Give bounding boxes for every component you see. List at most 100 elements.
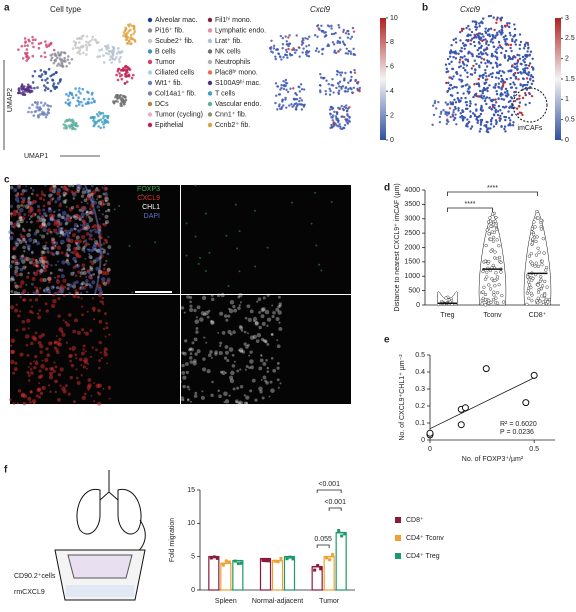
expr-point xyxy=(513,66,516,69)
y-tick-label: 15 xyxy=(187,487,195,494)
signal xyxy=(47,291,50,294)
expr-point xyxy=(329,126,332,130)
expr-point xyxy=(272,44,276,48)
expr-point xyxy=(280,107,283,110)
signal xyxy=(240,329,244,332)
umap-point xyxy=(20,45,24,48)
expr-point xyxy=(438,120,442,124)
umap-point xyxy=(43,51,47,54)
bar xyxy=(283,556,296,591)
signal xyxy=(85,211,90,216)
legend-dot xyxy=(147,38,153,44)
expr-point xyxy=(473,83,476,86)
expr-point xyxy=(285,88,288,92)
expr-point xyxy=(516,53,519,57)
signal xyxy=(82,240,85,243)
signal xyxy=(17,211,22,216)
panel-label: f xyxy=(4,465,8,476)
umap-point xyxy=(58,80,62,83)
violin-point xyxy=(536,246,540,250)
signal xyxy=(19,267,24,272)
replicate xyxy=(276,560,280,564)
signal xyxy=(19,255,22,258)
signal xyxy=(189,352,193,355)
expr-point xyxy=(497,105,501,108)
umap-point xyxy=(62,51,66,54)
umap-point xyxy=(52,48,56,52)
signal xyxy=(50,246,55,251)
signal xyxy=(314,191,317,194)
umap-point xyxy=(129,42,132,46)
signal xyxy=(187,398,190,401)
violin-point xyxy=(483,277,488,281)
signal xyxy=(74,190,78,194)
signal xyxy=(61,386,66,391)
umap-point xyxy=(124,38,128,41)
signal xyxy=(276,378,280,382)
signal xyxy=(51,239,56,244)
expr-point xyxy=(275,48,278,52)
signal xyxy=(77,270,81,274)
signal xyxy=(20,280,25,285)
expr-point xyxy=(470,73,474,76)
signal xyxy=(181,370,186,375)
signal xyxy=(19,352,24,357)
expr-point xyxy=(349,50,352,53)
signal xyxy=(42,211,47,216)
signal xyxy=(74,216,78,220)
signal xyxy=(310,222,313,225)
signal xyxy=(271,304,274,307)
fit-line xyxy=(429,377,535,430)
signal xyxy=(62,288,65,291)
signal xyxy=(85,367,88,370)
violin-point xyxy=(487,232,491,236)
expr-point xyxy=(459,39,462,42)
signal xyxy=(29,220,33,224)
signal xyxy=(266,343,270,346)
signal xyxy=(181,351,185,355)
signal xyxy=(30,371,34,375)
signal xyxy=(71,191,75,195)
umap-point xyxy=(118,60,121,64)
expr-point xyxy=(505,105,508,108)
replicate xyxy=(328,558,332,562)
signal xyxy=(92,272,96,276)
signal xyxy=(224,371,227,374)
signal xyxy=(30,341,34,346)
expr-point xyxy=(495,89,498,93)
umap-point xyxy=(18,91,22,95)
umap-point xyxy=(38,113,42,116)
legend-dot xyxy=(207,17,213,23)
expr-point xyxy=(520,72,523,75)
umap-point xyxy=(33,69,37,73)
umap-point xyxy=(47,44,51,48)
expr-point xyxy=(523,44,527,48)
signal xyxy=(40,190,44,193)
signal xyxy=(188,388,191,391)
signal xyxy=(62,319,65,322)
signal xyxy=(80,268,84,271)
signal xyxy=(61,268,64,271)
umap-point xyxy=(122,68,126,72)
expr-point xyxy=(278,103,281,106)
signal xyxy=(49,366,54,371)
umap-point xyxy=(28,39,31,43)
umap-point xyxy=(85,46,89,49)
expr-point xyxy=(330,83,333,87)
signal xyxy=(262,296,266,300)
expr-point xyxy=(499,94,502,97)
signal xyxy=(27,209,33,214)
signal xyxy=(108,397,111,400)
umap-point xyxy=(64,101,68,104)
umap-point xyxy=(106,44,110,47)
colorbar-tick-label: 2 xyxy=(390,112,394,119)
expr-point xyxy=(284,78,288,82)
signal xyxy=(221,331,226,335)
signal xyxy=(59,284,64,289)
signal xyxy=(90,184,94,188)
umap-point xyxy=(57,62,60,66)
umap-point xyxy=(81,104,84,107)
signal xyxy=(8,264,13,269)
expr-point xyxy=(330,32,334,36)
umap-point xyxy=(43,55,47,59)
